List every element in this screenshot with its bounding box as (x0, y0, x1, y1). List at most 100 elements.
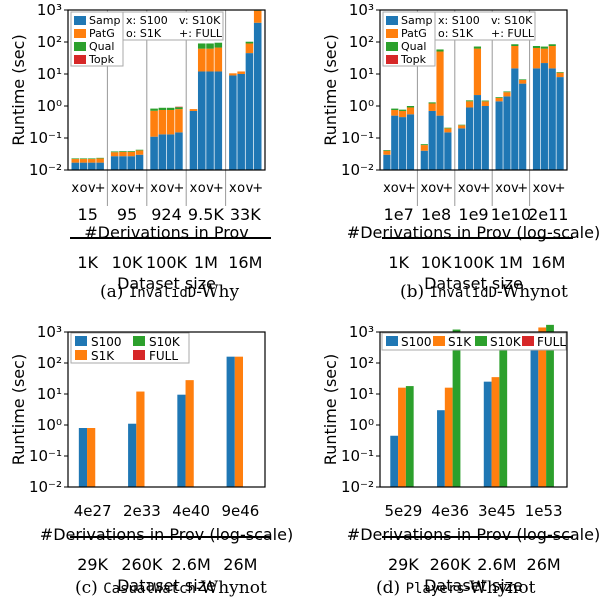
bar-samp (481, 106, 489, 170)
bar-patg (519, 79, 527, 84)
bar-samp (399, 117, 407, 170)
legend-settings-label: x: S100 (438, 14, 480, 27)
bar-s100 (128, 423, 137, 487)
bar-label: o (503, 181, 511, 196)
group-tick-label: 1e9 (458, 205, 488, 224)
bar-patg (229, 73, 237, 76)
bar-patg (71, 159, 80, 163)
y-tick-label: 10⁻¹ (29, 447, 62, 465)
bar-s1k (398, 387, 406, 487)
legend-swatch (74, 29, 86, 38)
dataset-size-label: 29K (77, 555, 108, 574)
legend-label: Topk (400, 53, 427, 66)
x-tick-label: 4e27 (74, 502, 112, 520)
legend-swatch (386, 29, 398, 38)
bar-s1k (87, 428, 96, 487)
bar-label: + (95, 181, 106, 196)
bar-samp (556, 77, 564, 170)
bar-qual (548, 44, 556, 46)
bar-label: v (399, 181, 407, 196)
bar-patg (206, 48, 214, 72)
bar-label: x (533, 181, 541, 196)
bar-patg (495, 97, 503, 102)
legend-label: Qual (401, 40, 426, 53)
bar-patg (79, 159, 88, 163)
bar-samp (253, 22, 262, 170)
legend-swatch (433, 336, 445, 346)
bar-patg (110, 152, 119, 157)
bar-patg (119, 151, 127, 157)
bar-samp (406, 114, 415, 170)
bar-patg (383, 150, 391, 155)
group-tick-label: 924 (151, 205, 182, 224)
bar-samp (391, 115, 399, 170)
bar-label: x (458, 181, 466, 196)
bar-patg (237, 71, 245, 74)
bar-label: v (167, 181, 175, 196)
x-tick-label: 5e29 (384, 502, 422, 520)
y-tick-label: 10⁻¹ (29, 129, 62, 147)
legend-label: FULL (537, 335, 566, 349)
bar-s1k (185, 380, 194, 487)
caption-c: (c) CasualWatch-Whynot (75, 578, 267, 598)
bar-s100 (437, 410, 445, 487)
dataset-size-label: 100K (146, 253, 188, 272)
bar-patg (465, 101, 474, 108)
group-tick-label: 95 (117, 205, 137, 224)
legend-swatch (386, 16, 398, 25)
legend-label: Qual (89, 40, 114, 53)
bar-s10k (546, 324, 554, 487)
legend-settings-label: v: S10K (179, 14, 221, 27)
y-tick-label: 10⁰ (349, 97, 374, 115)
bar-qual (532, 45, 541, 48)
bar-label: o (391, 181, 399, 196)
bar-qual (135, 149, 144, 151)
bar-qual (519, 79, 527, 80)
bar-samp (548, 68, 556, 170)
dataset-size-label: 16M (531, 253, 565, 272)
bar-patg (556, 72, 564, 78)
bar-qual (503, 91, 511, 93)
legend-label: S100 (401, 335, 432, 349)
group-tick-label: 33K (230, 205, 261, 224)
bar-label: v (206, 181, 214, 196)
bar-s1k (444, 387, 453, 487)
bar-qual (391, 108, 399, 110)
bar-qual (96, 157, 104, 159)
bar-qual (88, 158, 96, 160)
y-tick-label: 10¹ (349, 385, 374, 403)
y-axis-label: Runtime (sec) (321, 34, 340, 145)
bar-label: + (480, 181, 491, 196)
legend-settings-label: +: FULL (491, 27, 535, 40)
bar-s100 (530, 342, 539, 487)
bar-qual (110, 151, 119, 153)
dataset-size-label: 2.6M (477, 555, 516, 574)
dataset-size-axis-label: Dataset size (424, 274, 523, 293)
bar-samp (175, 132, 183, 170)
legend-swatch (133, 336, 145, 346)
bar-qual (465, 100, 474, 102)
bar-label: + (134, 181, 145, 196)
legend-swatch (74, 55, 86, 64)
bar-s100 (177, 394, 186, 487)
bar-patg (406, 107, 415, 115)
bar-qual (444, 127, 452, 129)
y-tick-label: 10⁰ (37, 416, 62, 434)
bar-qual (481, 100, 489, 102)
y-tick-label: 10³ (349, 1, 374, 19)
x-tick-label: 3e45 (478, 502, 516, 520)
bar-label: o (80, 181, 88, 196)
dataset-size-label: 260K (430, 555, 472, 574)
x-tick-label: 9e46 (221, 502, 259, 520)
bar-samp (383, 154, 391, 170)
y-tick-label: 10⁻¹ (341, 129, 374, 147)
bar-label: v (127, 181, 135, 196)
dataset-size-label: 1K (388, 253, 409, 272)
bar-s1k (538, 327, 547, 487)
bar-patg (88, 159, 96, 163)
plot-frame (67, 331, 266, 488)
legend-label: S10K (149, 335, 181, 349)
bar-qual (71, 158, 80, 160)
x-tick-label: 1e53 (525, 502, 563, 520)
legend-swatch (475, 336, 487, 346)
